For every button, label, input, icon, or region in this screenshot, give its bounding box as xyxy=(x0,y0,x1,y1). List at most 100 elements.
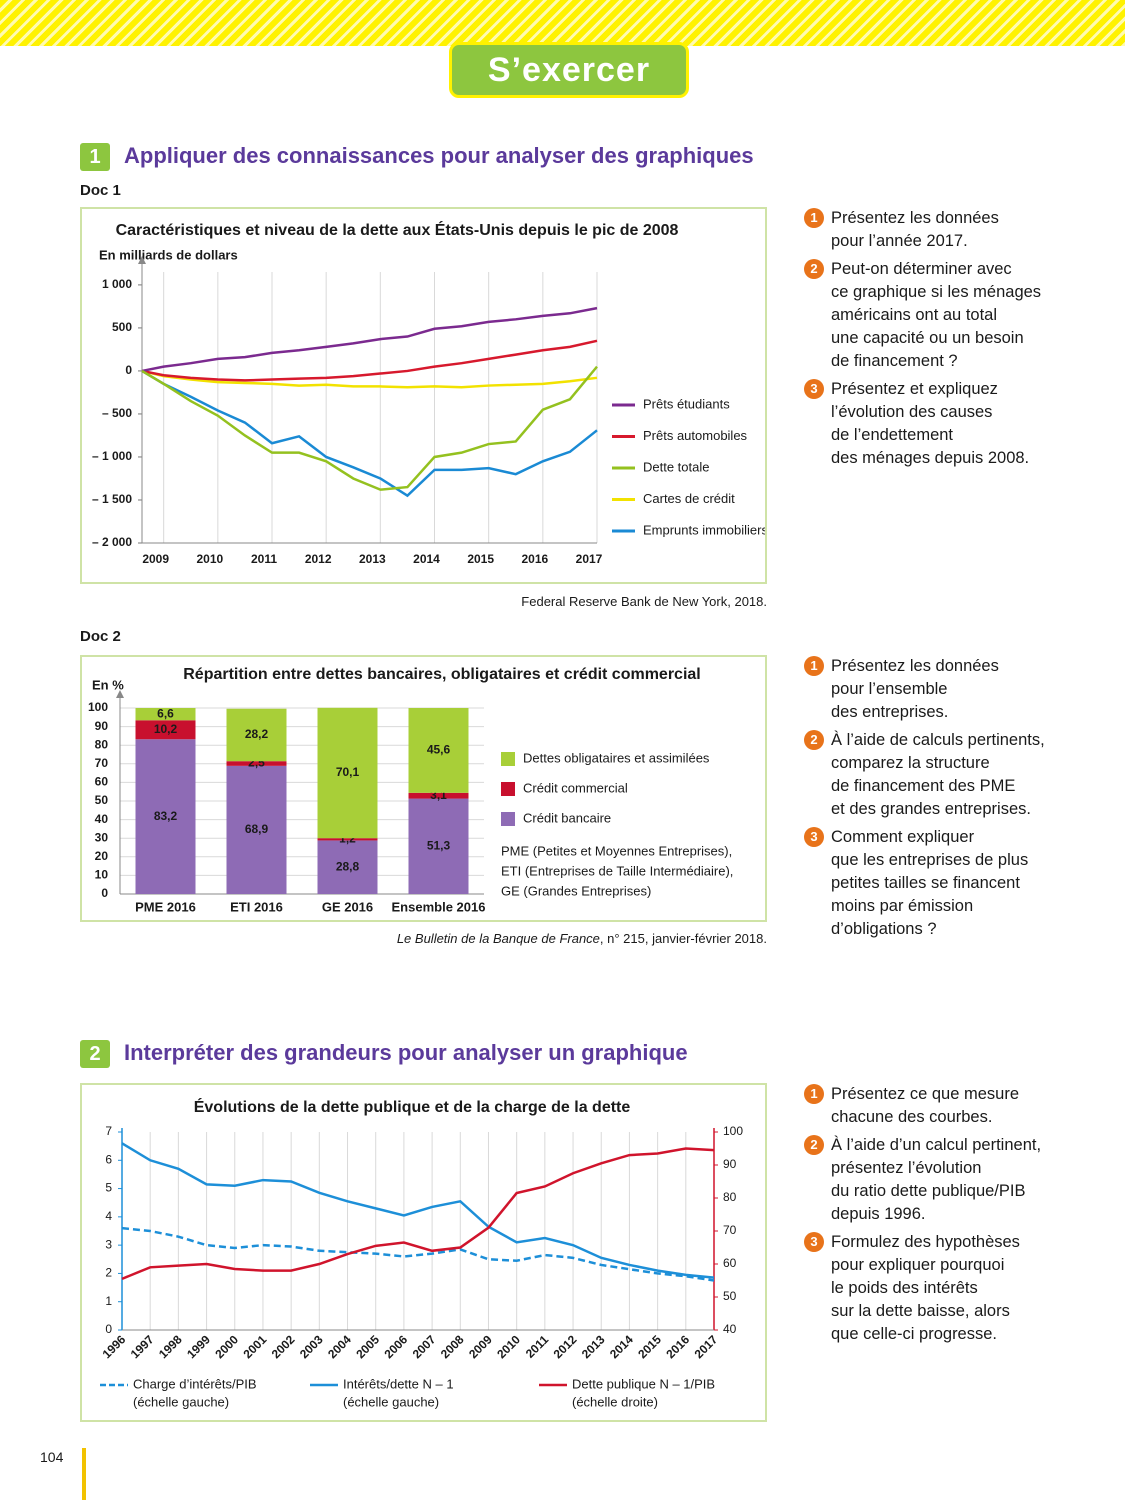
data-label: 28,8 xyxy=(336,859,360,873)
question-number: 3 xyxy=(804,379,824,399)
y-tick-label: 2 xyxy=(105,1266,112,1280)
note: PME (Petites et Moyennes Entreprises), xyxy=(501,843,732,858)
legend-label: Dette publique N – 1/PIB xyxy=(572,1376,715,1391)
x-tick-label: 2015 xyxy=(467,552,494,566)
source-rest: , n° 215, janvier-février 2018. xyxy=(599,931,767,946)
data-label: 28,2 xyxy=(245,727,269,741)
chart-title: Évolutions de la dette publique et de la… xyxy=(194,1097,631,1116)
chart-title: Caractéristiques et niveau de la dette a… xyxy=(116,220,679,239)
legend-scale: (échelle droite) xyxy=(572,1394,658,1409)
note: GE (Grandes Entreprises) xyxy=(501,883,651,898)
x-tick-label: 1998 xyxy=(156,1332,185,1361)
legend-swatch xyxy=(501,812,515,826)
legend-swatch xyxy=(501,752,515,766)
line-series xyxy=(141,369,598,389)
y-tick-label: 0 xyxy=(101,886,108,900)
questions: 1 Présentez ce que mesure chacune des cou… xyxy=(804,1083,1104,1351)
x-tick-label: ETI 2016 xyxy=(230,899,283,914)
line-series xyxy=(121,1142,715,1279)
x-tick-label: PME 2016 xyxy=(135,899,196,914)
x-tick-label: 2012 xyxy=(551,1332,580,1361)
y-tick-label: 500 xyxy=(112,320,132,334)
y-axis-title: En milliards de dollars xyxy=(99,247,238,262)
question: 2 À l’aide de calculs pertinents, compare… xyxy=(804,729,1104,821)
x-tick-label: 2016 xyxy=(521,552,548,566)
question-text: Présentez les données pour l’ensemble de… xyxy=(831,657,999,721)
x-tick-label: 1997 xyxy=(128,1332,157,1361)
bar-segment xyxy=(135,720,196,740)
y-tick-label: 40 xyxy=(95,812,109,826)
y2-tick-label: 90 xyxy=(723,1157,737,1171)
axis-arrow xyxy=(138,256,146,264)
bar-segment xyxy=(135,739,196,894)
y-tick-label: 0 xyxy=(105,1322,112,1336)
question-text: À l’aide de calculs pertinents, comparez… xyxy=(831,731,1045,818)
y-tick-label: 7 xyxy=(105,1124,112,1138)
y-tick-label: 0 xyxy=(125,363,132,377)
y-tick-label: 6 xyxy=(105,1152,112,1166)
y-tick-label: 90 xyxy=(95,719,109,733)
data-label: 51,3 xyxy=(427,838,451,852)
line-series xyxy=(141,369,598,498)
x-tick-label: 2010 xyxy=(494,1332,523,1361)
doc-label: Doc 1 xyxy=(80,182,121,199)
legend-swatch xyxy=(501,782,515,796)
y2-tick-label: 60 xyxy=(723,1256,737,1270)
page-title: S’exercer xyxy=(449,42,689,98)
x-tick-label: 2016 xyxy=(663,1332,692,1361)
bar-segment xyxy=(408,792,469,799)
x-tick-label: 2006 xyxy=(381,1332,410,1361)
line-series xyxy=(121,1226,715,1282)
legend-label: Crédit bancaire xyxy=(523,810,611,825)
data-label: 70,1 xyxy=(336,765,360,779)
x-tick-label: 2002 xyxy=(269,1332,298,1361)
chart: Évolutions de la dette publique et de la… xyxy=(80,1083,767,1422)
questions: 1 Présentez les données pour l’ensemble d… xyxy=(804,655,1104,946)
data-label: 68,9 xyxy=(245,822,269,836)
data-label: 83,2 xyxy=(154,809,178,823)
x-tick-label: 2013 xyxy=(579,1332,608,1361)
y-tick-label: 1 000 xyxy=(102,277,132,291)
source: Le Bulletin de la Banque de France, n° 2… xyxy=(67,931,767,946)
legend-label: Crédit commercial xyxy=(523,780,628,795)
legend-label: Dettes obligataires et assimilées xyxy=(523,750,710,765)
x-tick-label: 2015 xyxy=(635,1332,664,1361)
line-series xyxy=(141,339,598,382)
x-tick-label: 2014 xyxy=(607,1332,636,1361)
x-tick-label: GE 2016 xyxy=(322,899,373,914)
x-tick-label: 2000 xyxy=(212,1332,241,1361)
line-series xyxy=(121,1147,715,1281)
x-tick-label: 2003 xyxy=(297,1332,326,1361)
x-tick-label: 2012 xyxy=(305,552,332,566)
question: 1 Présentez les données pour l’ensemble d… xyxy=(804,655,1104,724)
page-number: 104 xyxy=(40,1449,64,1465)
legend-label: Cartes de crédit xyxy=(643,491,735,506)
question: 3 Comment expliquer que les entreprises d… xyxy=(804,826,1104,941)
question: 3 Formulez des hypothèses pour expliquer … xyxy=(804,1231,1104,1346)
line-series xyxy=(141,306,598,373)
legend-label: Prêts automobiles xyxy=(643,428,748,443)
section-number: 1 xyxy=(80,143,110,171)
bar-segment xyxy=(135,708,196,721)
header-band xyxy=(0,0,1125,46)
x-tick-label: 2005 xyxy=(353,1332,382,1361)
section-title: Appliquer des connaissances pour analyse… xyxy=(124,143,754,168)
question: 1 Présentez les données pour l’année 2017… xyxy=(804,207,1104,253)
bar-segment xyxy=(317,707,378,839)
legend-scale: (échelle gauche) xyxy=(133,1394,229,1409)
question-text: À l’aide d’un calcul pertinent, présente… xyxy=(831,1136,1042,1223)
y-tick-label: 3 xyxy=(105,1237,112,1251)
questions: 1 Présentez les données pour l’année 2017… xyxy=(804,207,1104,475)
x-tick-label: 1999 xyxy=(184,1332,213,1361)
data-label: 45,6 xyxy=(427,743,451,757)
x-tick-label: 2004 xyxy=(325,1332,354,1361)
x-tick-label: 2017 xyxy=(692,1332,721,1361)
y2-tick-label: 80 xyxy=(723,1190,737,1204)
section-title: Interpréter des grandeurs pour analyser … xyxy=(124,1040,688,1065)
y2-tick-label: 100 xyxy=(723,1124,743,1138)
section-number: 2 xyxy=(80,1040,110,1068)
y-tick-label: 30 xyxy=(95,830,109,844)
bar-segment xyxy=(317,838,378,841)
y-axis-title: En % xyxy=(92,677,124,692)
